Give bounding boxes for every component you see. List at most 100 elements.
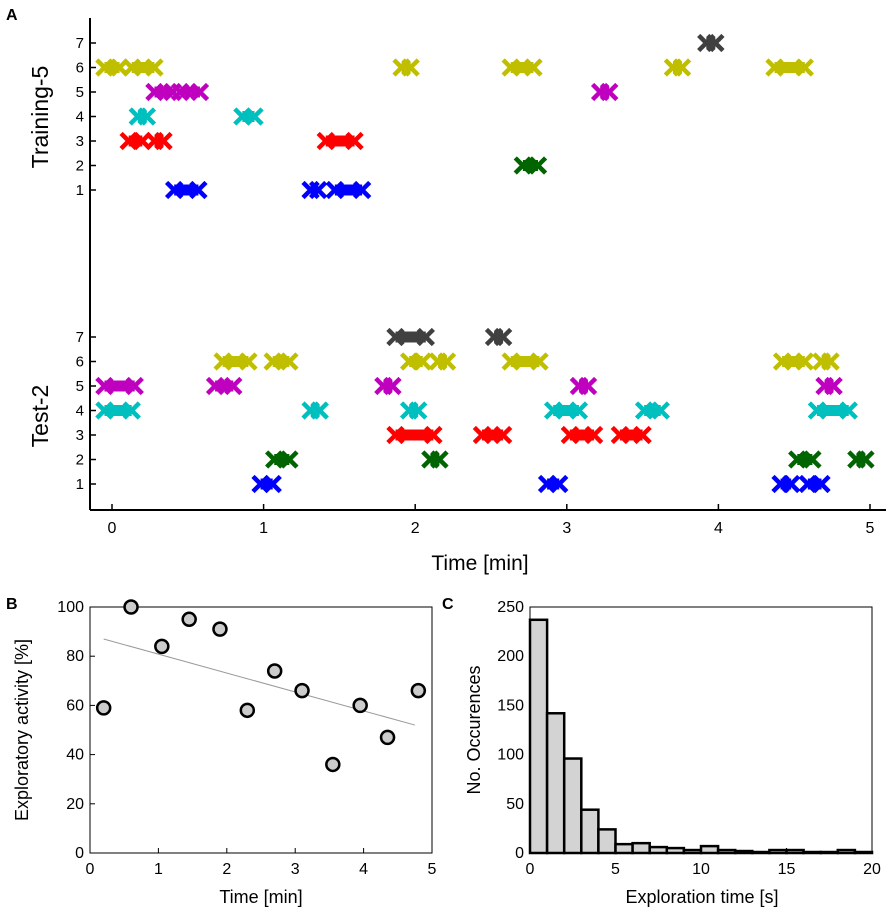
panel-b-data-point [325, 756, 341, 773]
panel-c-x-tick-label: 20 [863, 861, 881, 878]
panel-c-y-tick-label: 50 [506, 796, 524, 813]
panel-a-x-tick-label: 4 [714, 520, 723, 537]
exploration-episode-marker [798, 474, 831, 494]
panel-a-letter: A [6, 7, 18, 24]
panel-a-y-tick-label: 1 [76, 182, 84, 199]
panel-b-data-point [266, 663, 283, 679]
panel-b-data-point [294, 682, 310, 699]
panel-b-x-tick-label: 5 [428, 861, 437, 878]
exploration-episode-marker [386, 327, 435, 347]
panel-b: 0 1 2 3 4 5 0 20 40 60 80 100 Time [min] Explorato… [12, 599, 437, 907]
panel-c-y-tick-label: 150 [497, 697, 524, 714]
exploration-episode-marker [807, 401, 858, 420]
exploration-episode-marker [663, 58, 692, 77]
exploration-episode-marker [472, 425, 513, 445]
panel-c-histogram-bar [665, 846, 686, 855]
panel-c-histogram-bar [802, 850, 822, 855]
panel-a-y-tick-label: 7 [76, 329, 84, 346]
panel-c-histogram-bar [614, 842, 634, 855]
exploration-episode-marker [765, 58, 814, 77]
exploration-episode-marker [543, 401, 589, 420]
panel-b-x-tick-label: 2 [222, 861, 231, 878]
panel-c-histogram-bar [631, 841, 651, 855]
exploration-episode-marker [771, 474, 801, 494]
panel-b-x-tick-label: 4 [359, 861, 368, 878]
panel-a-y-tick-label: 4 [76, 109, 84, 126]
exploration-episode-marker [171, 82, 210, 102]
exploration-episode-marker [590, 82, 619, 102]
panel-a-y-tick-label: 6 [76, 60, 84, 77]
exploration-episode-marker [213, 352, 258, 371]
panel-a-x-tick-label: 1 [259, 520, 268, 537]
panel-c-histogram-bar [716, 848, 737, 855]
exploration-episode-marker [697, 33, 725, 53]
exploration-episode-marker [145, 131, 173, 151]
panel-b-data-point [154, 638, 170, 655]
exploration-episode-marker [484, 327, 513, 347]
exploration-episode-marker [421, 450, 449, 469]
panel-b-y-tick-label: 20 [66, 796, 84, 813]
panel-a-y-tick-label: 1 [76, 476, 84, 493]
panel-a-y-tick-label: 5 [76, 378, 84, 395]
panel-c-y-tick-label: 200 [497, 648, 524, 665]
panel-b-data-point [95, 700, 112, 716]
panel-b-y-tick-label: 0 [75, 845, 84, 862]
panel-b-x-tick-label: 1 [154, 861, 163, 878]
panel-c-histogram-bar [528, 618, 549, 855]
exploration-episode-marker [772, 352, 814, 371]
exploration-episode-marker [301, 180, 328, 200]
panel-c-histogram-bar [819, 850, 840, 855]
panel-b-y-tick-label: 60 [66, 697, 84, 714]
exploration-episode-marker [399, 352, 432, 371]
panel-b-y-tick-label: 80 [66, 648, 84, 665]
panel-c-histogram-bar [785, 848, 805, 855]
panel-c-y-label: No. Occurences [464, 665, 484, 794]
panel-c-y-tick-label: 0 [515, 845, 524, 862]
panel-b-data-point [212, 621, 228, 637]
exploration-episode-marker [560, 425, 604, 445]
exploration-episode-marker [265, 450, 299, 469]
panel-b-x-label: Time [min] [219, 887, 302, 907]
panel-a-group-label-training: Training-5 [27, 66, 53, 169]
panel-b-y-tick-label: 40 [66, 747, 84, 764]
panel-a-y-tick-label: 4 [76, 403, 84, 420]
panel-a-x-tick-label: 5 [866, 520, 875, 537]
exploration-episode-marker [119, 131, 152, 151]
exploration-episode-marker [374, 376, 402, 396]
exploration-episode-marker [569, 376, 598, 396]
panel-b-data-point [379, 729, 396, 746]
exploration-episode-marker [316, 131, 364, 151]
exploration-episode-marker [251, 474, 282, 494]
panel-c-histogram-bar [562, 757, 583, 855]
panel-b-x-tick-label: 3 [291, 861, 300, 878]
exploration-episode-marker [399, 401, 428, 420]
panel-b-data-point [123, 599, 139, 615]
exploration-episode-marker [122, 58, 164, 77]
exploration-episode-marker [610, 425, 652, 445]
panel-b-y-label: Exploratory activity [%] [12, 639, 32, 821]
exploration-episode-marker [95, 376, 144, 396]
exploration-episode-marker [95, 58, 129, 77]
panel-c-y-tick-label: 100 [497, 747, 524, 764]
panel-a-y-tick-label: 2 [76, 452, 84, 469]
panel-b-plot-area [89, 606, 433, 854]
exploration-episode-marker [233, 107, 264, 126]
exploration-episode-marker [205, 376, 243, 396]
panel-a-y-tick-label: 6 [76, 354, 84, 371]
panel-c-histogram-bar [545, 712, 566, 855]
panel-c-x-label: Exploration time [s] [625, 887, 778, 907]
exploration-episode-marker [325, 180, 372, 200]
panel-a-x-tick-label: 3 [562, 520, 571, 537]
panel-a-y-tick-label: 7 [76, 35, 84, 52]
panel-a-y-tick-label: 2 [76, 158, 84, 175]
panel-b-x-tick-label: 0 [86, 861, 95, 878]
panel-c-letter: C [442, 596, 454, 613]
exploration-episode-marker [263, 352, 299, 371]
exploration-episode-marker [815, 376, 843, 396]
exploration-episode-marker [301, 401, 329, 420]
panel-b-data-point [239, 702, 256, 719]
panel-a-x-tick-label: 2 [411, 520, 420, 537]
panel-c-histogram-bar [733, 849, 754, 855]
